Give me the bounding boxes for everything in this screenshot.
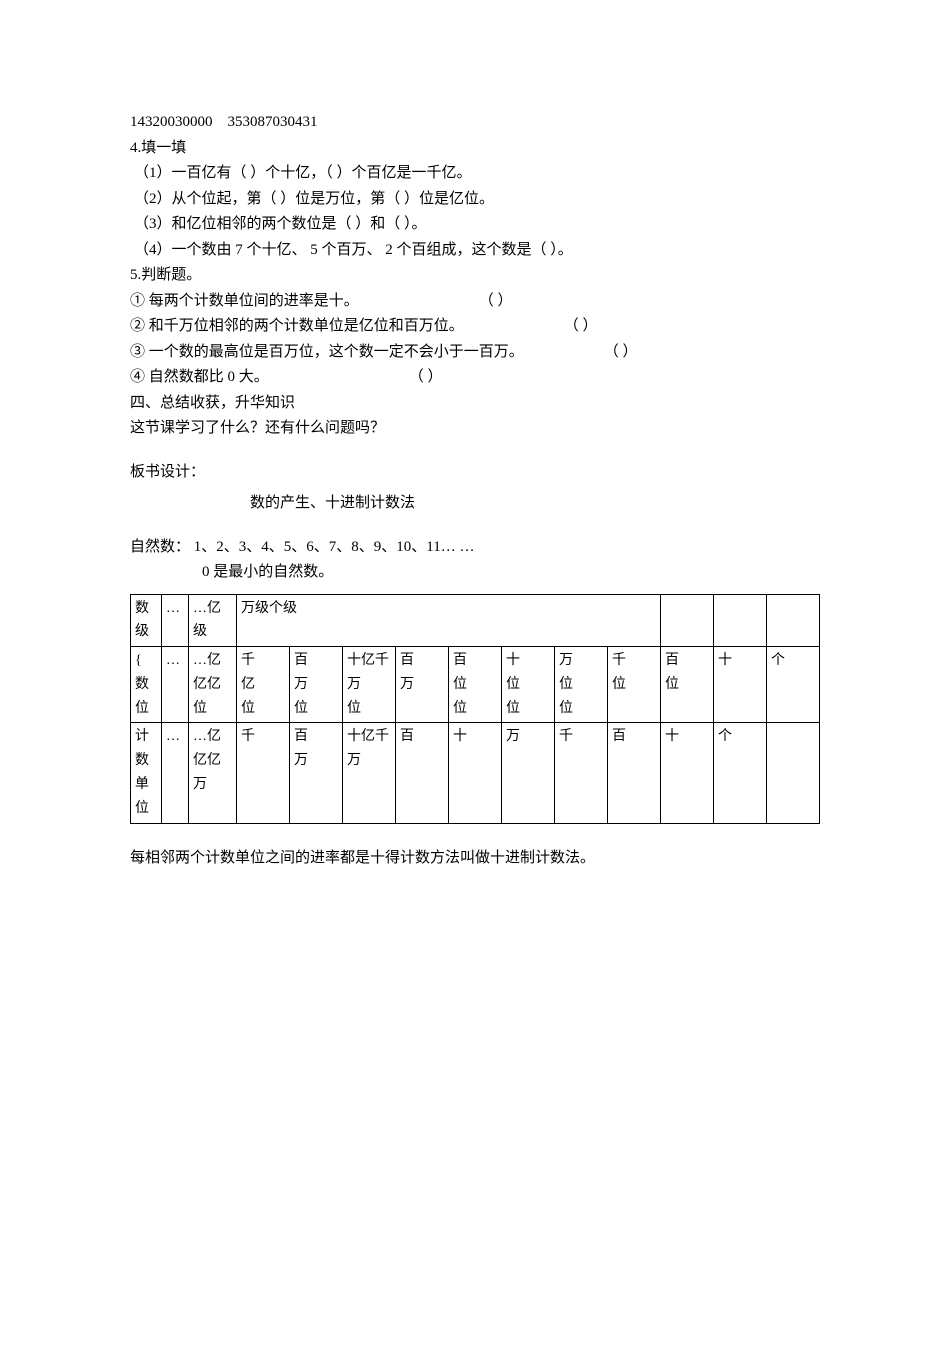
number-line: 14320030000 353087030431	[130, 110, 820, 136]
judge-paren-4: （ ）	[409, 365, 443, 391]
cell: 千 位	[608, 647, 661, 723]
cell: 十 位 位	[502, 647, 555, 723]
cell: 数级	[131, 594, 162, 647]
section-4-question: 这节课学习了什么？还有什么问题吗？	[130, 416, 820, 442]
fill-item-4: （4）一个数由 7 个十亿、 5 个百万、 2 个百组成，这个数是（ ）。	[134, 238, 820, 264]
judge-item-1: ① 每两个计数单位间的进率是十。 （ ）	[130, 289, 820, 315]
judge-paren-1: （ ）	[479, 289, 513, 315]
cell: 千	[555, 723, 608, 823]
cell: 百 万 位	[290, 647, 343, 723]
cell: 百	[608, 723, 661, 823]
table-row-level: 数级 … …亿级 万级个级	[131, 594, 820, 647]
board-label: 板书设计：	[130, 460, 820, 486]
judge-text-3: ③ 一个数的最高位是百万位，这个数一定不会小于一百万。	[130, 340, 524, 366]
document-page: 14320030000 353087030431 4.填一填 （1）一百亿有（ …	[0, 0, 950, 1345]
cell	[661, 594, 714, 647]
cell	[767, 723, 820, 823]
fill-item-3: （3）和亿位相邻的两个数位是（ ）和（ ）。	[134, 212, 820, 238]
footer-statement: 每相邻两个计数单位之间的进率都是十得计数方法叫做十进制计数法。	[130, 846, 820, 872]
cell: 百 万	[396, 647, 449, 723]
cell: …亿级	[189, 594, 237, 647]
cell: 十	[661, 723, 714, 823]
cell: 百 万	[290, 723, 343, 823]
table-row-digit: {数位 … …亿亿亿位 千 亿 位 百 万 位 十亿千 万 位 百 万 百 位 …	[131, 647, 820, 723]
cell: 十亿千 万 位	[343, 647, 396, 723]
cell: 个	[767, 647, 820, 723]
place-value-table: 数级 … …亿级 万级个级 {数位 … …亿亿亿位 千 亿 位 百 万 位 十亿…	[130, 594, 820, 824]
cell: 百 位 位	[449, 647, 502, 723]
fill-item-1: （1）一百亿有（ ）个十亿，（ ）个百亿是一千亿。	[134, 161, 820, 187]
judge-paren-2: （ ）	[564, 314, 598, 340]
cell: …	[162, 723, 189, 823]
cell: 百	[396, 723, 449, 823]
cell: 万 位 位	[555, 647, 608, 723]
cell: …亿亿亿万	[189, 723, 237, 823]
judge-text-1: ① 每两个计数单位间的进率是十。	[130, 289, 359, 315]
cell: …	[162, 594, 189, 647]
judge-item-2: ② 和千万位相邻的两个计数单位是亿位和百万位。 （ ）	[130, 314, 820, 340]
cell-merged: 万级个级	[237, 594, 661, 647]
judge-text-4: ④ 自然数都比 0 大。	[130, 365, 269, 391]
natural-numbers-line-2: 0 是最小的自然数。	[130, 560, 820, 586]
cell: 个	[714, 723, 767, 823]
judge-text-2: ② 和千万位相邻的两个计数单位是亿位和百万位。	[130, 314, 464, 340]
cell: …	[162, 647, 189, 723]
cell: 计数单位	[131, 723, 162, 823]
cell: 十	[449, 723, 502, 823]
judge-item-3: ③ 一个数的最高位是百万位，这个数一定不会小于一百万。 （ ）	[130, 340, 820, 366]
judge-item-4: ④ 自然数都比 0 大。 （ ）	[130, 365, 820, 391]
fill-item-2: （2）从个位起，第（ ）位是万位，第（ ）位是亿位。	[134, 187, 820, 213]
cell: 千	[237, 723, 290, 823]
cell: 十亿千 万	[343, 723, 396, 823]
cell: 万	[502, 723, 555, 823]
judge-title: 5.判断题。	[130, 263, 820, 289]
natural-numbers-line-1: 自然数： 1、2、3、4、5、6、7、8、9、10、11… …	[130, 535, 820, 561]
cell: 千 亿 位	[237, 647, 290, 723]
cell: 百 位	[661, 647, 714, 723]
board-title: 数的产生、十进制计数法	[130, 491, 820, 517]
judge-paren-3: （ ）	[604, 340, 638, 366]
cell: …亿亿亿位	[189, 647, 237, 723]
table-row-unit: 计数单位 … …亿亿亿万 千 百 万 十亿千 万 百 十 万 千 百 十 个	[131, 723, 820, 823]
cell: 十	[714, 647, 767, 723]
cell: {数位	[131, 647, 162, 723]
section-4-title: 四、总结收获，升华知识	[130, 391, 820, 417]
cell	[714, 594, 767, 647]
fill-title: 4.填一填	[130, 136, 820, 162]
cell	[767, 594, 820, 647]
